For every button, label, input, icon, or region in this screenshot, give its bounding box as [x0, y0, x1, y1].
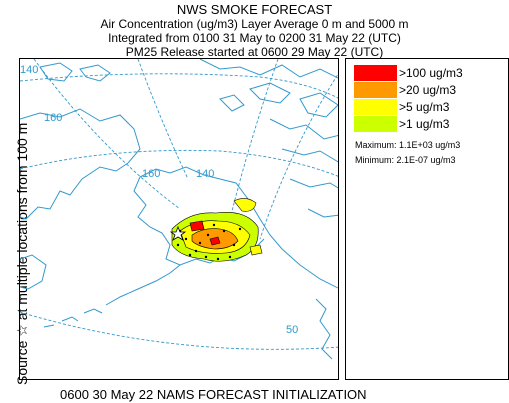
forecast-initialization: 0600 30 May 22 NAMS FORECAST INITIALIZAT… — [60, 387, 367, 402]
smoke-plume — [171, 198, 263, 262]
concentration-subtitle: Air Concentration (ug/m3) Layer Average … — [100, 17, 409, 31]
legend-swatch — [354, 82, 397, 98]
graticule-label: 140 — [20, 64, 38, 76]
smoke-map: 140 160 160 140 50 — [19, 58, 339, 380]
graticule-label: 160 — [44, 112, 62, 124]
legend-label: >100 ug/m3 — [399, 66, 463, 80]
maximum-value: Maximum: 1.1E+03 ug/m3 — [355, 140, 461, 150]
graticule-label: 50 — [286, 324, 298, 336]
legend-panel: >100 ug/m3 >20 ug/m3 >5 ug/m3 >1 ug/m3 M… — [345, 58, 509, 380]
forecast-title: NWS SMOKE FORECAST — [176, 2, 333, 17]
source-star-icon — [169, 225, 187, 241]
legend-label: >20 ug/m3 — [399, 83, 457, 97]
coastlines — [20, 59, 338, 360]
legend-label: >5 ug/m3 — [399, 100, 450, 114]
graticule-label: 160 — [142, 168, 160, 180]
smoke-specks — [176, 223, 242, 261]
minimum-value: Minimum: 2.1E-07 ug/m3 — [355, 155, 456, 165]
graticule-label: 140 — [196, 168, 214, 180]
legend-swatch — [354, 65, 397, 81]
release-start: PM25 Release started at 0600 29 May 22 (… — [125, 45, 384, 59]
legend-swatch — [354, 99, 397, 115]
graticule-labels: 140 160 160 140 50 — [20, 64, 298, 336]
map-canvas: 140 160 160 140 50 — [20, 59, 338, 360]
legend-swatch — [354, 116, 397, 132]
legend-label: >1 ug/m3 — [399, 117, 450, 131]
graticule — [20, 59, 338, 350]
integration-period: Integrated from 0100 31 May to 0200 31 M… — [108, 31, 401, 45]
